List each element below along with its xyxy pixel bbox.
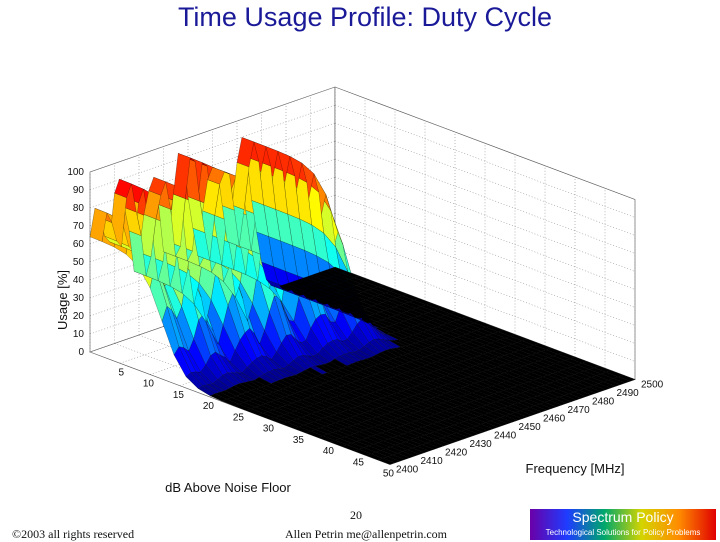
z-tick-label: 50: [73, 257, 85, 268]
y-tick-label: 2420: [445, 448, 468, 459]
y-tick-label: 2410: [421, 456, 444, 467]
x-tick-label: 45: [353, 457, 365, 468]
duty-cycle-surface-chart: 0 10 20 30 40 50 60 70 80 90 100 5 10 15 20 25 30 35 40 45 5…: [55, 86, 664, 495]
grid-line: [334, 104, 636, 218]
grid-line: [334, 140, 636, 254]
grid-line: [89, 86, 336, 173]
x-tick-label: 20: [203, 401, 215, 412]
z-tick-label: 90: [73, 185, 85, 196]
grid-line: [334, 212, 636, 326]
grid-line: [334, 248, 636, 362]
z-tick-label: 60: [73, 239, 85, 250]
x-tick-label: 10: [143, 379, 155, 390]
z-tick-label: 10: [73, 329, 85, 340]
z-tick-label: 0: [78, 347, 84, 358]
z-tick-label: 40: [73, 275, 85, 286]
z-axis-label: Usage [%]: [55, 270, 70, 330]
x-tick-label: 30: [263, 424, 275, 435]
y-tick-label: 2440: [494, 431, 517, 442]
grid-line: [334, 86, 636, 200]
x-tick-label: 40: [323, 446, 335, 457]
copyright-notice: ©2003 all rights reserved: [12, 527, 135, 541]
grid-line: [334, 176, 636, 290]
logo-title: Spectrum Policy: [572, 509, 674, 525]
x-tick-label: 15: [173, 390, 185, 401]
z-tick-label: 20: [73, 311, 85, 322]
z-tick-label: 70: [73, 221, 85, 232]
surface-cell: [89, 207, 108, 242]
grid-line: [334, 158, 636, 272]
y-tick-label: 2430: [470, 439, 493, 450]
slide-title: Time Usage Profile: Duty Cycle: [177, 2, 553, 32]
y-tick-label: 2460: [543, 414, 566, 425]
z-tick-label: 30: [73, 293, 85, 304]
y-axis-label: Frequency [MHz]: [526, 461, 625, 476]
z-tick-label: 100: [67, 167, 84, 178]
x-tick-label: 25: [233, 412, 245, 423]
x-axis-label: dB Above Noise Floor: [165, 480, 291, 495]
spectrum-policy-logo: Spectrum Policy Technological Solutions …: [530, 509, 716, 540]
grid-line: [334, 194, 636, 308]
y-tick-label: 2470: [568, 405, 591, 416]
author-contact: Allen Petrin me@allenpetrin.com: [285, 527, 448, 541]
x-tick-label: 5: [118, 367, 124, 378]
y-tick-label: 2490: [617, 388, 640, 399]
y-tick-label: 2500: [641, 380, 664, 391]
z-tick-label: 80: [73, 203, 85, 214]
grid-line: [334, 230, 636, 344]
page-number: 20: [350, 508, 362, 522]
tick-labels: 0 10 20 30 40 50 60 70 80 90 100 5 10 15 20 25 30 35 40 45 5…: [67, 167, 663, 480]
surface-plot: [89, 137, 636, 465]
x-tick-label: 35: [293, 435, 305, 446]
x-tick-label: 50: [383, 469, 395, 480]
grid-line: [334, 122, 636, 236]
logo-subtitle: Technological Solutions for Policy Probl…: [545, 528, 701, 537]
y-tick-label: 2400: [396, 465, 419, 476]
y-tick-label: 2480: [592, 397, 615, 408]
y-tick-label: 2450: [519, 422, 542, 433]
